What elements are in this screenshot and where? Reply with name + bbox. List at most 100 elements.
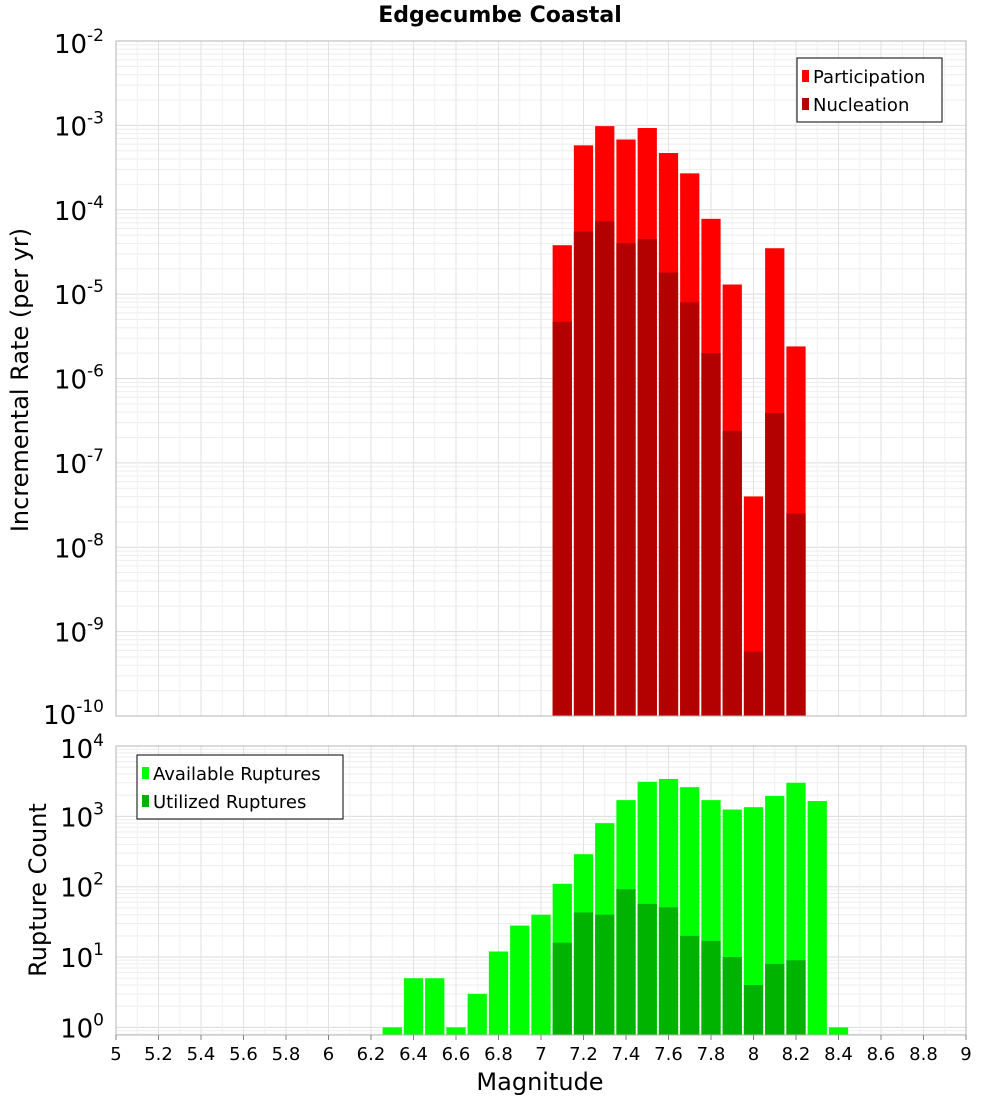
bottom-y-tick-label: 102 (60, 870, 104, 904)
bottom-legend-label: Available Ruptures (153, 764, 321, 785)
bottom-bar-series-b (786, 960, 806, 1035)
x-axis-label: Magnitude (476, 1068, 603, 1096)
bottom-y-tick-base: 10 (60, 874, 93, 904)
bottom-bar-series-a (467, 993, 487, 1035)
bottom-y-tick-base: 10 (60, 1014, 93, 1044)
top-y-tick-exponent: -9 (87, 615, 104, 635)
top-y-tick-base: 10 (54, 534, 87, 564)
top-y-tick-base: 10 (54, 450, 87, 480)
bottom-y-tick-base: 10 (60, 944, 93, 974)
top-y-tick-label: 10-9 (54, 615, 104, 649)
bottom-y-axis-label: Rupture Count (24, 803, 52, 977)
x-tick-label: 5 (110, 1044, 121, 1065)
top-y-tick-base: 10 (54, 112, 87, 142)
top-legend-swatch (802, 98, 809, 110)
x-tick-label: 7.2 (569, 1044, 598, 1065)
x-tick-label: 6 (323, 1044, 334, 1065)
bottom-legend-label: Utilized Ruptures (153, 792, 306, 813)
top-legend-swatch (802, 70, 809, 82)
bottom-legend-box (136, 754, 344, 820)
bottom-bar-series-a (510, 925, 530, 1035)
bottom-bar-series-a (425, 978, 445, 1035)
bottom-legend-swatch (142, 767, 149, 779)
bottom-y-tick-exponent: 4 (93, 731, 104, 751)
bottom-y-tick-exponent: 3 (93, 799, 104, 819)
top-y-tick-exponent: -6 (87, 362, 104, 382)
top-legend-label: Nucleation (813, 95, 909, 116)
bottom-bar-series-a (488, 951, 509, 1035)
top-y-tick-exponent: -3 (87, 108, 104, 128)
bottom-bar-series-b (616, 889, 636, 1035)
top-bar-series-b (743, 651, 764, 716)
top-bar-series-b (552, 321, 572, 716)
top-y-axis-label: Incremental Rate (per yr) (6, 228, 34, 532)
x-tick-label: 5.4 (187, 1044, 216, 1065)
x-tick-label: 9 (960, 1044, 971, 1065)
x-tick-label: 5.6 (229, 1044, 258, 1065)
top-y-tick-label: 10-8 (54, 530, 104, 564)
x-tick-label: 5.2 (144, 1044, 173, 1065)
top-y-tick-label: 10-10 (43, 697, 104, 731)
x-tick-label: 8.8 (909, 1044, 938, 1065)
top-legend-box (796, 57, 943, 123)
bottom-y-tick-exponent: 1 (93, 940, 104, 960)
top-y-tick-label: 10-3 (54, 108, 104, 142)
bottom-bar-series-b (552, 942, 572, 1035)
top-bar-series-b (595, 221, 615, 716)
x-tick-label: 7.8 (697, 1044, 726, 1065)
top-bar-series-b (573, 231, 594, 716)
top-bar-series-b (786, 513, 806, 716)
top-y-tick-label: 10-6 (54, 362, 104, 396)
top-y-tick-label: 10-4 (54, 193, 104, 227)
top-y-tick-base: 10 (43, 701, 76, 731)
bottom-bar-series-b (680, 935, 700, 1035)
top-bar-series-b (658, 272, 679, 716)
x-tick-label: 6.4 (399, 1044, 428, 1065)
top-bar-series-b (616, 243, 636, 717)
bottom-bar-series-b (765, 963, 785, 1035)
bottom-bar-series-b (743, 985, 764, 1035)
x-tick-label: 8.4 (824, 1044, 853, 1065)
top-y-tick-label: 10-2 (54, 26, 104, 60)
bottom-bar-series-b (595, 914, 615, 1035)
bottom-y-tick-label: 104 (60, 731, 104, 765)
bottom-y-tick-base: 10 (60, 803, 93, 833)
bottom-y-tick-label: 101 (60, 940, 104, 974)
top-y-tick-exponent: -8 (87, 530, 104, 550)
x-tick-label: 6.2 (357, 1044, 386, 1065)
x-tick-label: 7.4 (612, 1044, 641, 1065)
top-legend-label: Participation (813, 67, 925, 88)
x-tick-label: 8.2 (782, 1044, 811, 1065)
bottom-bar-series-b (701, 940, 721, 1035)
top-y-tick-base: 10 (54, 30, 87, 60)
bottom-bar-series-b (637, 903, 657, 1035)
top-plot-frame (115, 40, 967, 717)
x-tick-label: 7 (535, 1044, 546, 1065)
top-y-tick-base: 10 (54, 619, 87, 649)
bottom-y-tick-label: 100 (60, 1010, 104, 1044)
top-y-tick-label: 10-7 (54, 446, 104, 480)
bottom-y-tick-exponent: 2 (93, 870, 104, 890)
bottom-bar-series-a (382, 1027, 402, 1035)
x-tick-label: 6.6 (442, 1044, 471, 1065)
bottom-y-tick-exponent: 0 (93, 1010, 104, 1030)
bottom-bar-series-a (446, 1027, 466, 1035)
top-y-tick-exponent: -7 (87, 446, 104, 466)
top-y-tick-exponent: -4 (87, 193, 104, 213)
bottom-bar-series-a (828, 1027, 849, 1035)
top-y-tick-label: 10-5 (54, 277, 104, 311)
top-y-tick-base: 10 (54, 197, 87, 227)
bottom-bar-series-b (658, 907, 679, 1035)
bottom-bar-series-b (573, 912, 594, 1035)
bottom-bar-series-a (743, 807, 764, 1035)
top-y-tick-exponent: -5 (87, 277, 104, 297)
bottom-bar-series-a (807, 801, 827, 1035)
x-tick-label: 7.6 (654, 1044, 683, 1065)
x-tick-label: 8.6 (867, 1044, 896, 1065)
x-tick-label: 5.8 (272, 1044, 301, 1065)
top-y-tick-exponent: -2 (87, 26, 104, 46)
top-bar-series-b (680, 302, 700, 716)
